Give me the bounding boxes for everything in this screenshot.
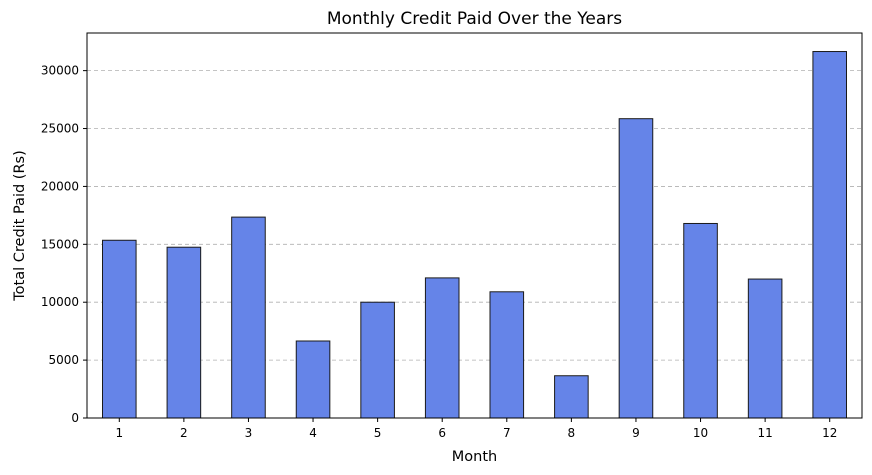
bar-month-5 [360, 301, 395, 419]
x-tick-label: 4 [309, 426, 317, 440]
bar-month-3 [231, 216, 266, 419]
bar-month-11 [747, 278, 783, 419]
bar-month-1 [102, 239, 137, 419]
bar-month-8 [554, 375, 589, 419]
bar-month-4 [295, 340, 331, 419]
bar-month-10 [683, 222, 718, 419]
bar-month-7 [489, 291, 525, 419]
y-axis-ticks: 0 5000 10000 15000 20000 25000 30000 [41, 64, 87, 425]
bars [102, 51, 848, 419]
x-tick-label: 9 [632, 426, 640, 440]
bar-month-12 [812, 51, 848, 419]
x-tick-label: 6 [438, 426, 446, 440]
y-tick-label: 5000 [48, 353, 79, 367]
y-tick-label: 0 [71, 411, 79, 425]
x-tick-label: 1 [115, 426, 123, 440]
x-axis-label: Month [452, 449, 497, 465]
y-tick-label: 30000 [41, 64, 79, 78]
y-tick-label: 25000 [41, 122, 79, 136]
x-tick-label: 12 [822, 426, 837, 440]
y-axis-label: Total Credit Paid (Rs) [12, 150, 28, 301]
x-tick-label: 10 [693, 426, 708, 440]
x-tick-label: 11 [757, 426, 772, 440]
x-tick-label: 8 [568, 426, 576, 440]
y-tick-label: 10000 [41, 295, 79, 309]
bar-month-2 [166, 246, 202, 419]
bar-month-6 [424, 277, 460, 419]
x-axis-ticks: 1 2 3 4 5 6 7 8 9 10 11 12 [115, 418, 837, 440]
bar-month-9 [618, 118, 654, 419]
x-tick-label: 3 [245, 426, 253, 440]
y-tick-label: 15000 [41, 237, 79, 251]
plot-frame [86, 32, 863, 419]
x-tick-label: 5 [374, 426, 382, 440]
x-tick-label: 7 [503, 426, 511, 440]
gridlines [87, 70, 862, 361]
y-tick-label: 20000 [41, 179, 79, 193]
chart-title: Monthly Credit Paid Over the Years [327, 9, 622, 29]
x-tick-label: 2 [180, 426, 188, 440]
